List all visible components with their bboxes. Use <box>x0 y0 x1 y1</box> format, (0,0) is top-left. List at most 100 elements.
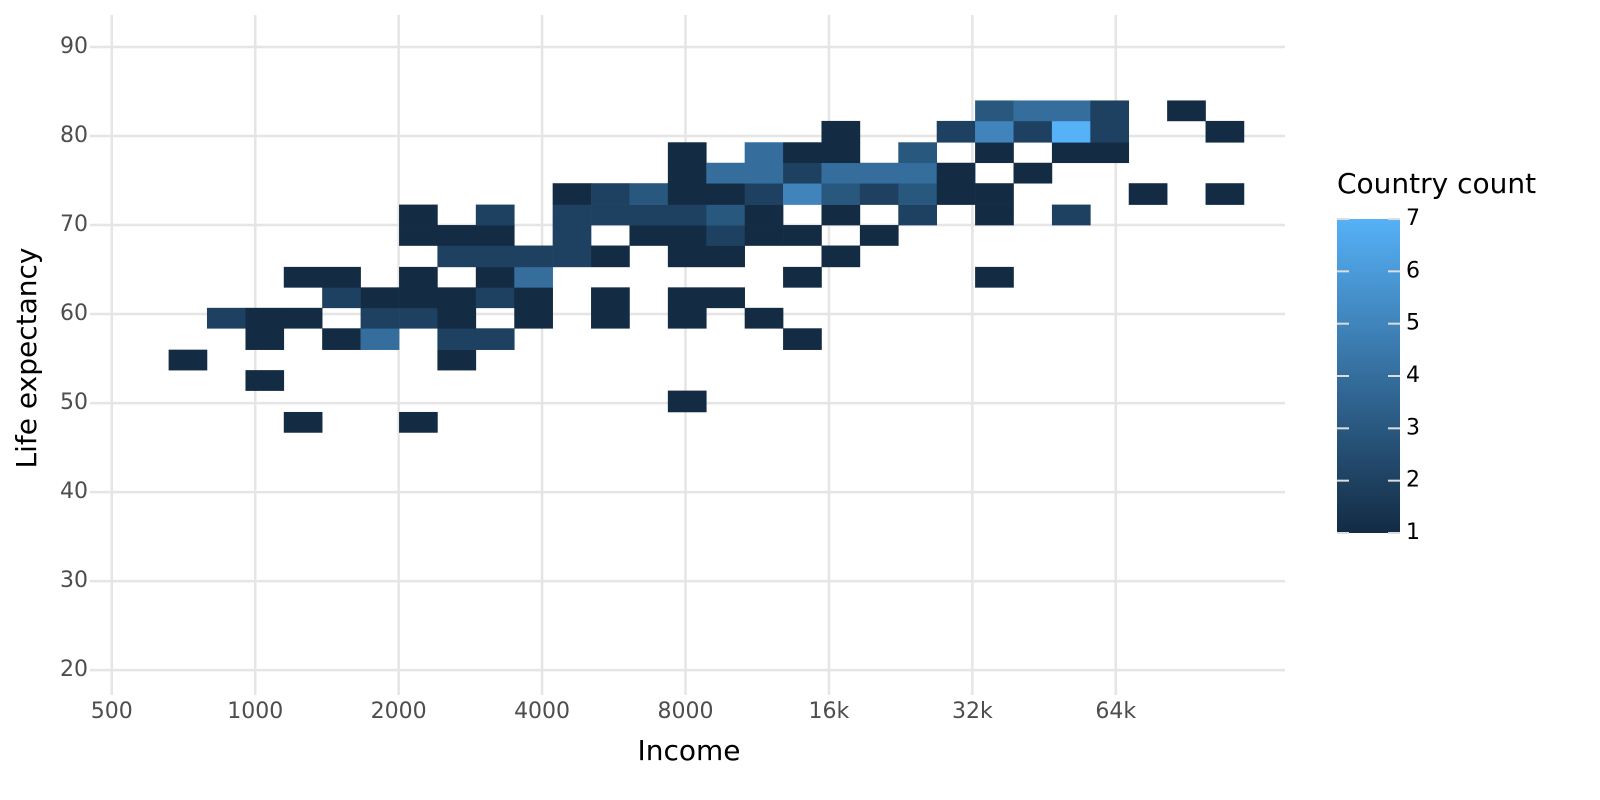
bin-cell <box>322 328 361 350</box>
legend: Country count 1 2 3 4 5 6 7 <box>1337 167 1536 545</box>
bin-cell <box>437 307 477 329</box>
bin-cell <box>1090 120 1130 143</box>
x-tick-label: 16k <box>809 699 850 724</box>
bin-cell <box>898 162 938 184</box>
bin-cell <box>975 100 1014 122</box>
bin-cell <box>783 142 822 164</box>
bin-cell <box>475 266 515 288</box>
bin-cell <box>1205 120 1245 143</box>
bin-cell <box>552 204 592 226</box>
bin-cell <box>1090 142 1130 164</box>
bin-cell <box>667 204 707 226</box>
bin-cell <box>936 120 976 143</box>
x-tick-label: 64k <box>1095 699 1136 724</box>
y-tick-label: 60 <box>60 301 88 326</box>
bin-cell <box>667 142 707 164</box>
bin-cell <box>475 328 515 350</box>
bin-cell <box>783 225 822 246</box>
bin-cell <box>629 225 669 246</box>
y-tick-label: 80 <box>60 123 88 148</box>
bin-cell <box>859 183 899 205</box>
bin-cell <box>821 162 861 184</box>
bin-cell <box>245 370 285 391</box>
bin-cell <box>783 162 822 184</box>
y-tick-label: 20 <box>60 657 88 682</box>
bin-cell <box>399 307 438 329</box>
y-tick-label: 50 <box>60 390 88 415</box>
bin-cell <box>322 266 361 288</box>
bin-cell <box>629 183 669 205</box>
bin-cell <box>437 225 477 246</box>
y-axis-title: Life expectancy <box>10 248 43 469</box>
bin-cell <box>667 245 707 268</box>
x-tick-label: 4000 <box>514 699 570 724</box>
bin-cell <box>399 225 438 246</box>
bin-cell <box>360 287 400 309</box>
bin-cell <box>399 287 438 309</box>
bin-cell <box>399 411 438 433</box>
bin-cell <box>1051 120 1091 143</box>
bin-cell <box>514 307 553 329</box>
bin-cell <box>360 328 400 350</box>
bin-cell <box>859 225 899 246</box>
bin-cell <box>1090 100 1130 122</box>
bin-cell <box>744 162 784 184</box>
bin-cell <box>667 225 707 246</box>
x-tick-label: 8000 <box>657 699 713 724</box>
bin-cell <box>1013 120 1053 143</box>
bin-cell <box>783 328 822 350</box>
bin-cell <box>744 183 784 205</box>
bin-cell <box>591 183 630 205</box>
bin-cell <box>821 142 861 164</box>
bin-cell <box>706 287 745 309</box>
bin-cell <box>168 349 208 371</box>
bin-cell <box>898 142 938 164</box>
bin-cell <box>399 266 438 288</box>
bin-cell <box>744 142 784 164</box>
bin-cell <box>667 390 707 413</box>
bin-cell <box>475 204 515 226</box>
bin-cell <box>936 183 976 205</box>
legend-title: Country count <box>1337 167 1536 200</box>
bin-cell <box>514 266 553 288</box>
x-tick-label: 500 <box>91 699 133 724</box>
bin-cell <box>552 225 592 246</box>
bin-cell <box>322 287 361 309</box>
bin-cell <box>821 245 861 268</box>
bin-cell <box>783 183 822 205</box>
bin-cell <box>514 287 553 309</box>
bin-cell <box>437 349 477 371</box>
bin-cell <box>898 204 938 226</box>
bin-cell <box>744 307 784 329</box>
bin-cell <box>591 204 630 226</box>
bin-cell <box>591 307 630 329</box>
bin-cell <box>245 328 285 350</box>
bin-cell <box>975 266 1014 288</box>
bin-cell <box>552 245 592 268</box>
legend-label: 2 <box>1406 468 1420 493</box>
bin-cell <box>821 183 861 205</box>
bin-cell <box>706 183 745 205</box>
bin-cell <box>283 411 323 433</box>
bin-cell <box>1013 100 1053 122</box>
bin-cell <box>475 245 515 268</box>
bin-cell <box>898 183 938 205</box>
y-tick-label: 30 <box>60 568 88 593</box>
bin-cell <box>783 266 822 288</box>
bin-cell <box>629 204 669 226</box>
bin-cell <box>437 245 477 268</box>
y-tick-label: 90 <box>60 34 88 59</box>
bin-cell <box>1051 100 1091 122</box>
bin-cell <box>591 287 630 309</box>
bin-cell <box>360 307 400 329</box>
bin-cell <box>475 287 515 309</box>
bin-cell <box>706 225 745 246</box>
bin-cell <box>667 162 707 184</box>
legend-label: 5 <box>1406 311 1420 336</box>
bin-cell <box>1167 100 1206 122</box>
x-tick-label: 2000 <box>371 699 427 724</box>
bin-cell <box>591 245 630 268</box>
bin-cell <box>437 287 477 309</box>
